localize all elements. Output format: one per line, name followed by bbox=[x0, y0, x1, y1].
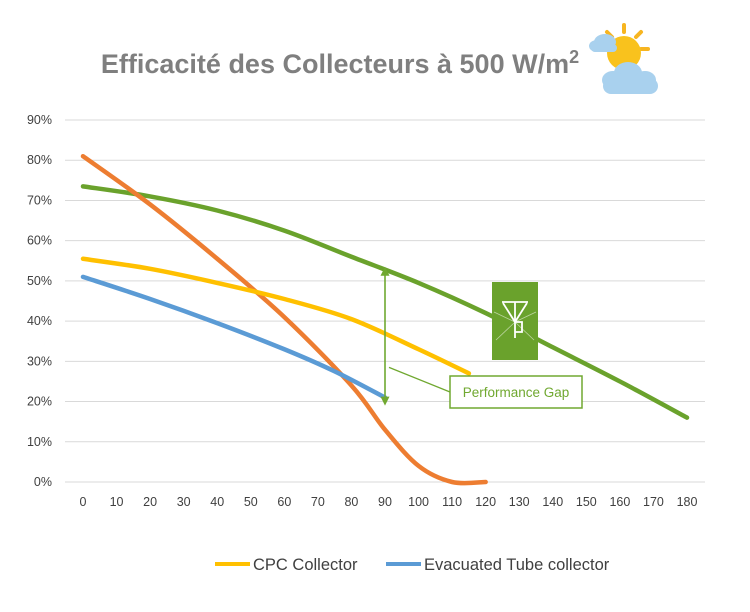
x-tick-label: 100 bbox=[408, 495, 429, 509]
legend-label-cpc: CPC Collector bbox=[253, 556, 358, 574]
x-tick-label: 30 bbox=[177, 495, 191, 509]
x-tick-label: 110 bbox=[442, 495, 462, 509]
y-tick-label: 60% bbox=[27, 234, 52, 248]
x-tick-label: 70 bbox=[311, 495, 325, 509]
y-tick-label: 0% bbox=[34, 475, 52, 489]
series-line-unlabeled-1 bbox=[80, 153, 488, 486]
x-tick-label: 120 bbox=[475, 495, 496, 509]
chart-title-superscript: 2 bbox=[569, 47, 579, 67]
x-tick-label: 130 bbox=[509, 495, 530, 509]
y-tick-label: 30% bbox=[27, 354, 52, 368]
gap-arrow-head-bottom bbox=[380, 396, 390, 406]
x-tick-label: 0 bbox=[80, 495, 87, 509]
x-tick-label: 150 bbox=[576, 495, 597, 509]
y-tick-label: 80% bbox=[27, 153, 52, 167]
chart-title: Efficacité des Collecteurs à 500 W/m2 bbox=[101, 47, 579, 79]
legend-label-evacuated-tube: Evacuated Tube collector bbox=[424, 556, 610, 574]
gap-arrow-head-top bbox=[380, 266, 390, 276]
y-tick-label: 70% bbox=[27, 193, 52, 207]
y-tick-label: 10% bbox=[27, 435, 52, 449]
gap-callout-connector bbox=[388, 366, 451, 393]
series-line-cpc-collector bbox=[80, 256, 472, 376]
x-tick-label: 20 bbox=[143, 495, 157, 509]
x-tick-label: 90 bbox=[378, 495, 392, 509]
x-tick-label: 60 bbox=[277, 495, 291, 509]
x-tick-label: 10 bbox=[110, 495, 124, 509]
y-axis-ticks: 0% 10% 20% 30% 40% 50% 60% 70% 80% 90% bbox=[27, 113, 52, 489]
sun-disc bbox=[607, 36, 641, 70]
x-tick-label: 180 bbox=[677, 495, 698, 509]
y-tick-label: 40% bbox=[27, 314, 52, 328]
legend: CPC Collector Evacuated Tube collector bbox=[215, 556, 610, 574]
x-tick-label: 140 bbox=[542, 495, 563, 509]
x-axis-ticks: 0 10 20 30 40 50 60 70 80 90 100 110 120 130 140 150 160… bbox=[80, 495, 698, 509]
cloud-small bbox=[589, 34, 617, 52]
y-tick-label: 90% bbox=[27, 113, 52, 127]
x-tick-label: 50 bbox=[244, 495, 258, 509]
series-line-evacuated-tube-collector bbox=[80, 274, 388, 400]
y-tick-label: 20% bbox=[27, 395, 52, 409]
x-tick-label: 80 bbox=[344, 495, 358, 509]
cloud-large bbox=[602, 62, 658, 94]
gap-callout-label: Performance Gap bbox=[463, 385, 570, 400]
partly-cloudy-sun-icon bbox=[589, 23, 658, 94]
solar-tower-icon bbox=[492, 282, 538, 360]
y-tick-label: 50% bbox=[27, 274, 52, 288]
performance-gap-annotation: Performance Gap bbox=[380, 266, 583, 409]
gap-callout-box bbox=[449, 375, 583, 409]
x-tick-label: 170 bbox=[643, 495, 664, 509]
x-tick-label: 160 bbox=[609, 495, 630, 509]
chart-title-main: Efficacité des Collecteurs à 500 W/m bbox=[101, 49, 569, 79]
x-tick-label: 40 bbox=[210, 495, 224, 509]
